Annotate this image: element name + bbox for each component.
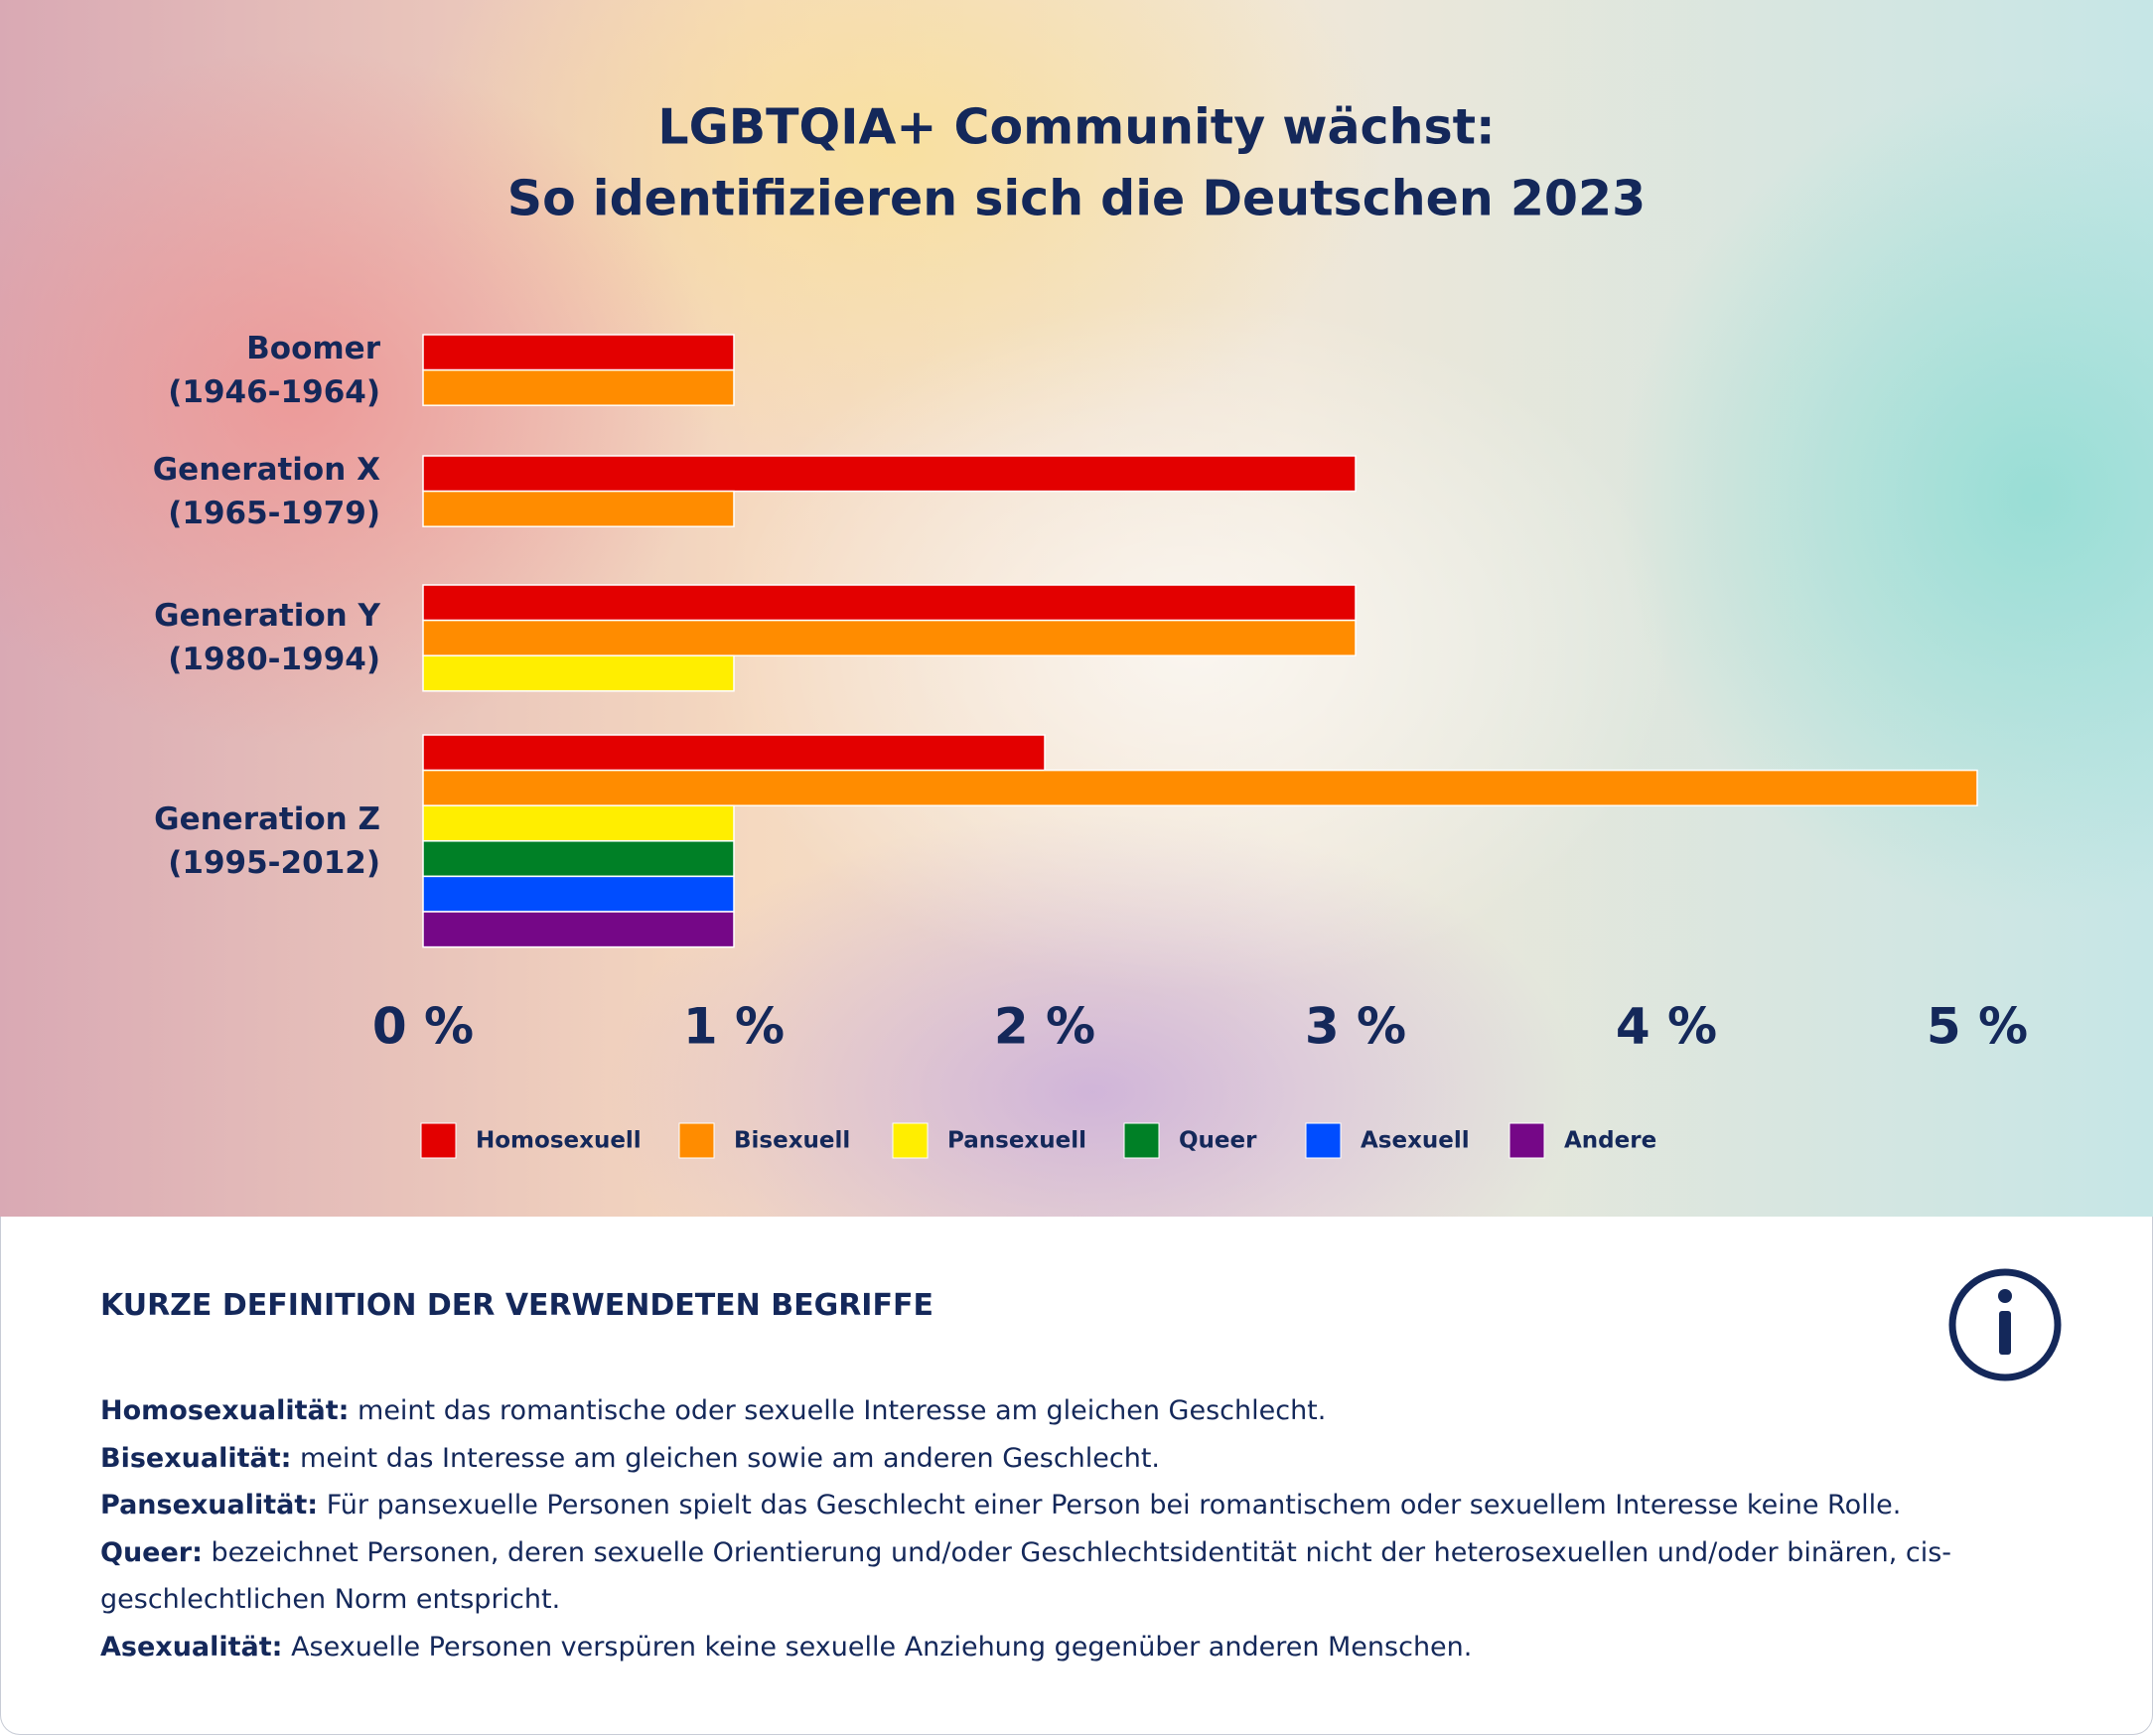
x-tick-label: 4 % <box>1616 998 1717 1056</box>
bar <box>422 334 735 371</box>
bar <box>422 840 735 878</box>
x-tick-label: 0 % <box>372 998 474 1056</box>
definition-text: bezeichnet Personen, deren sexuelle Orie… <box>100 1536 1952 1616</box>
bar <box>422 490 735 527</box>
legend-label: Queer <box>1179 1128 1257 1154</box>
category-label: Generation X (1965-1979) <box>152 451 380 531</box>
legend-swatch <box>420 1122 457 1159</box>
definition-text: Asexuelle Personen verspüren keine sexue… <box>291 1631 1473 1663</box>
legend-label: Asexuell <box>1361 1128 1470 1154</box>
definition: Queer: bezeichnet Personen, deren sexuel… <box>100 1529 1987 1624</box>
definition: Asexualität: Asexuelle Personen verspüre… <box>100 1624 1987 1671</box>
legend-label: Homosexuell <box>476 1128 642 1154</box>
legend-swatch <box>892 1122 929 1159</box>
legend-swatch <box>1305 1122 1342 1159</box>
definition-term: Homosexualität: <box>100 1395 350 1426</box>
definition-text: meint das Interesse am gleichen sowie am… <box>300 1442 1161 1474</box>
definition-text: meint das romantische oder sexuelle Inte… <box>358 1395 1327 1426</box>
bar <box>422 455 1357 493</box>
chart: LGBTQIA+ Community wächst: So identifizi… <box>372 99 2028 1159</box>
x-tick-label: 5 % <box>1927 998 2028 1056</box>
info-panel: KURZE DEFINITION DER VERWENDETEN BEGRIFF… <box>0 1217 2153 1735</box>
bar <box>422 875 735 913</box>
definition-term: Asexualität: <box>100 1631 283 1663</box>
info-stem <box>1999 1311 2011 1355</box>
legend-label: Bisexuell <box>734 1128 850 1154</box>
definition-term: Pansexualität: <box>100 1490 319 1520</box>
definition-term: Queer: <box>100 1536 203 1568</box>
chart-title: LGBTQIA+ Community wächst: <box>657 99 1495 156</box>
chart-area: LGBTQIA+ Community wächst: So identifizi… <box>0 0 2153 1217</box>
category-label: Generation Y (1980-1994) <box>154 598 380 678</box>
bar <box>422 734 1046 772</box>
info-icon <box>1948 1268 2062 1381</box>
category-label: Generation Z (1995-2012) <box>154 800 380 881</box>
x-tick-label: 1 % <box>683 998 785 1056</box>
bar <box>422 368 735 406</box>
x-tick-label: 3 % <box>1305 998 1406 1056</box>
definition: Homosexualität: meint das romantische od… <box>100 1387 1987 1435</box>
bar <box>422 584 1357 622</box>
x-tick-label: 2 % <box>994 998 1095 1056</box>
legend-swatch <box>1508 1122 1545 1159</box>
legend-label: Pansexuell <box>947 1128 1086 1154</box>
definition-text: Für pansexuelle Personen spielt das Gesc… <box>326 1490 1902 1520</box>
category-label: Boomer (1946-1964) <box>168 330 380 410</box>
bar <box>422 619 1357 656</box>
definition-term: Bisexualität: <box>100 1442 292 1474</box>
bar <box>422 911 735 948</box>
info-circle <box>1948 1268 2062 1381</box>
legend-label: Andere <box>1564 1128 1656 1154</box>
legend-swatch <box>1123 1122 1160 1159</box>
legend-swatch <box>678 1122 715 1159</box>
bar <box>422 769 1978 806</box>
bar <box>422 804 735 842</box>
info-dot <box>1998 1289 2012 1303</box>
info-heading: KURZE DEFINITION DER VERWENDETEN BEGRIFF… <box>100 1288 933 1323</box>
definition: Bisexualität: meint das Interesse am gle… <box>100 1435 1987 1483</box>
definition: Pansexualität: Für pansexuelle Personen … <box>100 1482 1987 1529</box>
chart-subtitle: So identifizieren sich die Deutschen 202… <box>507 171 1646 227</box>
bar <box>422 654 735 692</box>
definitions: Homosexualität: meint das romantische od… <box>100 1387 1987 1670</box>
